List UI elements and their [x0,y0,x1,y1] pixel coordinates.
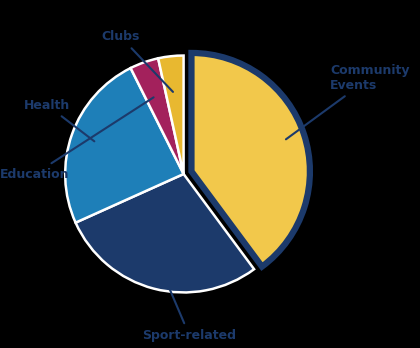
Text: Clubs: Clubs [102,31,173,92]
Text: Education: Education [0,97,154,181]
Text: Health: Health [24,99,94,141]
Wedge shape [76,174,254,292]
Text: Community
Events: Community Events [286,64,410,139]
Wedge shape [65,68,184,223]
Wedge shape [131,58,184,174]
Wedge shape [158,56,184,174]
Wedge shape [192,53,310,267]
Text: Sport-related: Sport-related [142,268,236,342]
